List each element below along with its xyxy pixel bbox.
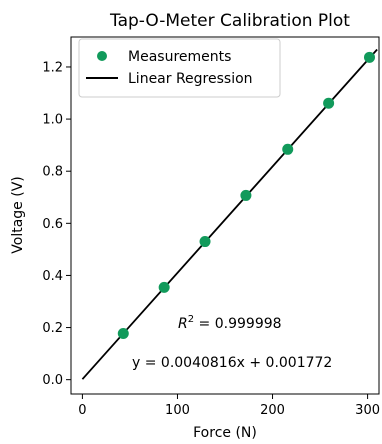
x-tick-label: 100 bbox=[165, 403, 190, 418]
y-axis-label: Voltage (V) bbox=[10, 176, 26, 253]
legend-label-regression: Linear Regression bbox=[128, 71, 253, 87]
legend-marker-measurements bbox=[97, 51, 107, 61]
r-squared-annotation: R2 = 0.999998 bbox=[178, 314, 282, 332]
x-tick-label: 0 bbox=[78, 403, 86, 418]
legend-label-measurements: Measurements bbox=[128, 49, 231, 65]
y-tick-label: 0.2 bbox=[42, 321, 63, 336]
legend-frame bbox=[78, 38, 281, 98]
r-squared-symbol: R bbox=[178, 316, 188, 332]
x-tick-label: 200 bbox=[260, 403, 285, 418]
measurement-point bbox=[158, 281, 170, 293]
measurement-point bbox=[323, 97, 335, 109]
measurement-point bbox=[240, 189, 252, 201]
y-tick-label: 0.4 bbox=[42, 269, 63, 284]
legend: Measurements Linear Regression bbox=[78, 38, 281, 98]
measurement-point bbox=[199, 236, 211, 248]
y-tick-label: 1.2 bbox=[42, 60, 63, 75]
series-layer bbox=[81, 48, 378, 380]
y-tick-label: 0.6 bbox=[42, 217, 63, 232]
x-axis: 0 100 200 300 bbox=[78, 394, 380, 418]
y-axis: 0.0 0.2 0.4 0.6 0.8 1.0 1.2 bbox=[42, 60, 71, 388]
y-tick-label: 1.0 bbox=[42, 113, 63, 128]
measurement-point bbox=[363, 51, 375, 63]
y-tick-label: 0.0 bbox=[42, 373, 63, 388]
regression-equation: y = 0.0040816x + 0.001772 bbox=[132, 355, 332, 371]
measurement-point bbox=[282, 143, 294, 155]
y-tick-label: 0.8 bbox=[42, 165, 63, 180]
r-squared-superscript: 2 bbox=[188, 314, 194, 325]
measurement-point bbox=[117, 328, 129, 340]
r-squared-value: = 0.999998 bbox=[194, 316, 281, 332]
x-tick-label: 300 bbox=[355, 403, 380, 418]
chart-title: Tap-O-Meter Calibration Plot bbox=[109, 11, 350, 31]
x-axis-label: Force (N) bbox=[193, 425, 257, 441]
